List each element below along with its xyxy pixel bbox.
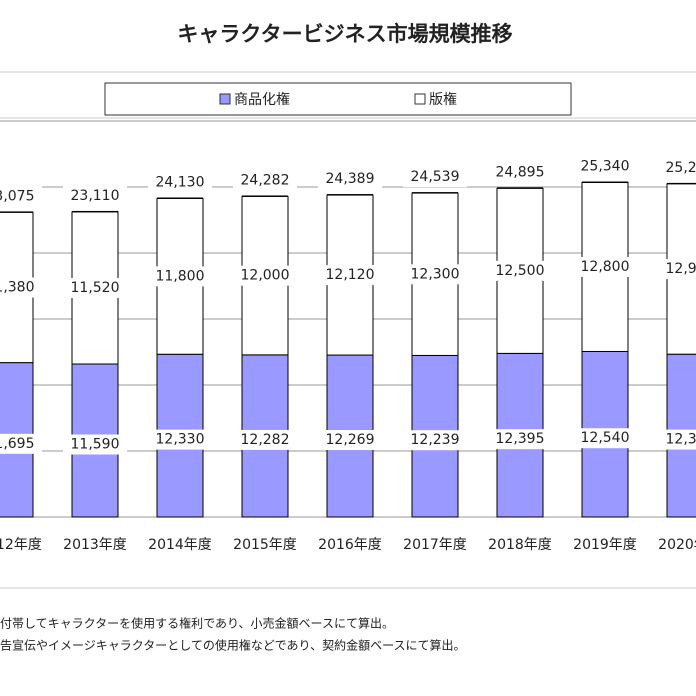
label-bg: [403, 167, 467, 188]
value-label: 12,335: [666, 432, 696, 448]
label-bg: [488, 260, 552, 281]
value-label: 23,110: [71, 188, 120, 204]
x-tick-label: 2012年度: [0, 537, 42, 553]
legend-label: 商品化権: [234, 91, 290, 108]
chart-title: キャラクタービジネス市場規模推移: [177, 22, 512, 46]
value-label: 25,340: [581, 159, 630, 175]
total-marker: [582, 181, 628, 183]
value-label: 12,540: [581, 430, 630, 446]
label-bg: [63, 185, 127, 206]
value-label: 12,000: [241, 268, 290, 284]
x-tick-label: 2016年度: [318, 537, 382, 553]
x-tick-label: 2020年度: [658, 537, 696, 553]
label-bg: [148, 429, 212, 450]
value-label: 12,800: [581, 259, 630, 275]
footnote: 告宣伝やイメージキャラクターとしての使用権などであり、契約金額ベースにて算出。: [0, 638, 465, 653]
label-bg: [318, 265, 382, 286]
total-marker: [157, 197, 203, 199]
value-label: 12,120: [326, 267, 375, 283]
label-bg: [658, 429, 696, 450]
label-bg: [403, 430, 467, 451]
x-tick-label: 2015年度: [233, 537, 297, 553]
value-label: 12,300: [411, 266, 460, 282]
value-label: 11,380: [0, 280, 35, 296]
total-marker: [327, 194, 373, 196]
total-marker: [0, 211, 33, 213]
legend-swatch: [414, 93, 426, 105]
total-marker: [667, 182, 696, 184]
label-bg: [488, 162, 552, 183]
value-label: 12,269: [326, 432, 375, 448]
label-bg: [233, 429, 297, 450]
label-bg: [318, 169, 382, 190]
x-tick-label: 2019年度: [573, 537, 637, 553]
total-marker: [497, 187, 543, 189]
value-label: 11,590: [71, 437, 120, 453]
legend-label: 版権: [429, 91, 457, 108]
x-tick-label: 2017年度: [403, 537, 467, 553]
value-label: 24,282: [241, 172, 290, 188]
value-label: 24,539: [411, 169, 460, 185]
footnote: 付帯してキャラクターを使用する権利であり、小売金額ベースにて算出。: [0, 616, 394, 631]
label-bg: [148, 266, 212, 287]
value-label: 24,130: [156, 174, 205, 190]
value-label: 12,239: [411, 432, 460, 448]
label-bg: [573, 428, 637, 449]
label-bg: [148, 172, 212, 193]
value-label: 12,395: [496, 431, 545, 447]
label-bg: [658, 259, 696, 280]
total-marker: [412, 192, 458, 194]
label-bg: [233, 265, 297, 286]
legend-swatch: [219, 93, 231, 105]
label-bg: [488, 429, 552, 450]
x-tick-label: 2014年度: [148, 537, 212, 553]
value-label: 12,282: [241, 432, 290, 448]
value-label: 12,900: [666, 261, 696, 277]
value-label: 24,895: [496, 164, 545, 180]
value-label: 23,075: [0, 188, 35, 204]
label-bg: [0, 186, 42, 207]
label-bg: [63, 277, 127, 298]
label-bg: [318, 430, 382, 451]
x-tick-label: 2018年度: [488, 537, 552, 553]
label-bg: [573, 256, 637, 277]
label-bg: [0, 277, 42, 298]
label-bg: [403, 264, 467, 285]
label-bg: [573, 156, 637, 177]
x-tick-label: 2013年度: [63, 537, 127, 553]
value-label: 24,389: [326, 171, 375, 187]
value-label: 12,330: [156, 432, 205, 448]
label-bg: [0, 433, 42, 454]
label-bg: [658, 157, 696, 178]
label-bg: [233, 170, 297, 191]
value-label: 11,520: [71, 280, 120, 296]
total-marker: [242, 195, 288, 197]
value-label: 12,500: [496, 263, 545, 279]
value-label: 11,800: [156, 268, 205, 284]
legend-box: [104, 82, 572, 116]
value-label: 11,695: [0, 436, 35, 452]
total-marker: [72, 210, 118, 212]
label-bg: [63, 434, 127, 455]
value-label: 25,235: [666, 160, 696, 176]
